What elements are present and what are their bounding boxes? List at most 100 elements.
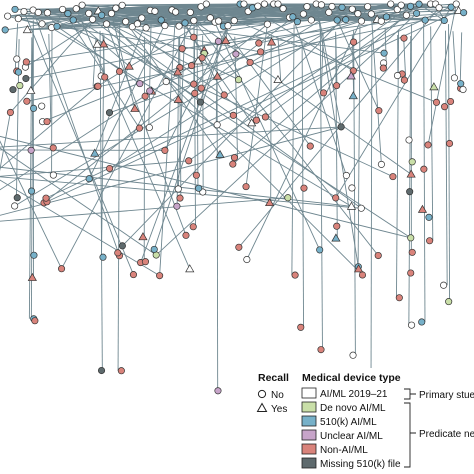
device-node — [400, 76, 408, 84]
device-node — [380, 49, 388, 57]
device-node — [202, 0, 210, 8]
device-node — [11, 5, 19, 13]
device-node — [58, 265, 66, 273]
device-node — [11, 202, 19, 210]
network-edge — [319, 28, 323, 350]
device-node — [395, 294, 403, 302]
swatch-non-ai-ml — [301, 443, 317, 455]
recalled-device-node — [185, 264, 195, 273]
label-ai-ml-2019-21: AI/ML 2019–21 — [320, 389, 388, 400]
recalled-device-node — [22, 25, 32, 34]
device-node — [382, 13, 391, 21]
recall-yes-triangle-icon — [256, 402, 268, 412]
device-node — [460, 9, 468, 17]
network-edge — [353, 30, 356, 356]
network-edge — [38, 12, 298, 23]
device-node — [133, 20, 141, 28]
device-node — [397, 1, 405, 9]
device-node — [151, 7, 159, 15]
network-edge — [98, 10, 239, 81]
label-de-novo-ai-ml: De novo AI/ML — [320, 403, 386, 414]
device-node — [99, 253, 107, 261]
device-node — [30, 104, 38, 112]
label-non-ai-ml: Non-AI/ML — [320, 445, 368, 456]
network-edge — [0, 160, 189, 177]
device-node — [190, 33, 198, 41]
network-edge — [0, 65, 192, 191]
device-node — [332, 194, 340, 202]
device-node — [337, 123, 345, 131]
device-node — [94, 82, 102, 90]
device-node — [38, 102, 46, 110]
device-node — [375, 107, 383, 115]
device-node — [418, 318, 426, 326]
network-edge — [423, 23, 426, 322]
device-node — [186, 8, 194, 16]
device-node — [289, 13, 297, 21]
device-node — [232, 50, 240, 58]
device-node — [182, 231, 190, 239]
network-edge — [243, 3, 382, 22]
network-edge — [140, 25, 229, 263]
device-node — [440, 16, 448, 25]
swatch-missing-510k-file — [301, 457, 317, 469]
recalled-device-node — [173, 94, 183, 103]
primary-study-bracket — [404, 388, 416, 400]
device-node — [30, 251, 38, 259]
device-node — [6, 108, 14, 116]
device-node — [142, 24, 150, 32]
recall-no-label: No — [271, 390, 284, 401]
recall-no-circle-icon — [257, 389, 267, 399]
device-node — [129, 271, 138, 279]
device-node — [387, 0, 395, 8]
recalled-device-node — [331, 233, 341, 242]
network-edge — [0, 197, 288, 222]
device-node — [150, 245, 158, 253]
device-node — [450, 74, 458, 82]
recalled-device-node — [247, 118, 257, 127]
device-node — [122, 18, 130, 26]
device-node — [118, 242, 126, 250]
network-edge — [46, 10, 459, 203]
device-node — [229, 160, 237, 168]
device-node — [407, 2, 415, 10]
device-node — [53, 22, 61, 30]
network-edge — [96, 17, 211, 87]
recall-yes-label: Yes — [271, 404, 287, 415]
network-edge — [0, 126, 342, 148]
network-edge — [23, 11, 134, 275]
network-edge — [246, 6, 369, 260]
network-edge — [61, 6, 202, 269]
device-node — [393, 72, 402, 80]
device-node — [49, 144, 57, 152]
device-node — [364, 3, 372, 11]
device-node — [20, 7, 28, 16]
swatch-unclear-ai-ml — [301, 429, 317, 441]
device-node — [14, 15, 22, 23]
device-node — [23, 97, 31, 105]
network-edge — [0, 126, 342, 216]
device-node — [279, 5, 287, 13]
device-node — [43, 9, 52, 17]
network-edge — [430, 26, 434, 241]
network-edge — [111, 13, 257, 121]
predicate-network-group-label: Predicate ne — [419, 429, 474, 440]
device-node — [405, 136, 413, 144]
network-edge — [291, 24, 295, 276]
device-node — [69, 16, 77, 24]
network-edge — [335, 6, 452, 199]
network-edge — [427, 3, 457, 146]
network-edge — [277, 3, 307, 8]
device-node — [333, 16, 341, 24]
device-node — [291, 271, 299, 279]
device-node — [407, 234, 415, 242]
recall-legend-title: Recall — [258, 372, 289, 384]
device-node — [348, 5, 356, 13]
network-edges — [0, 3, 464, 400]
network-nodes — [1, 0, 468, 403]
device-node — [78, 1, 86, 9]
network-edge — [188, 5, 411, 162]
device-node — [452, 0, 460, 8]
recalled-device-node — [212, 71, 223, 80]
device-node — [185, 157, 193, 165]
